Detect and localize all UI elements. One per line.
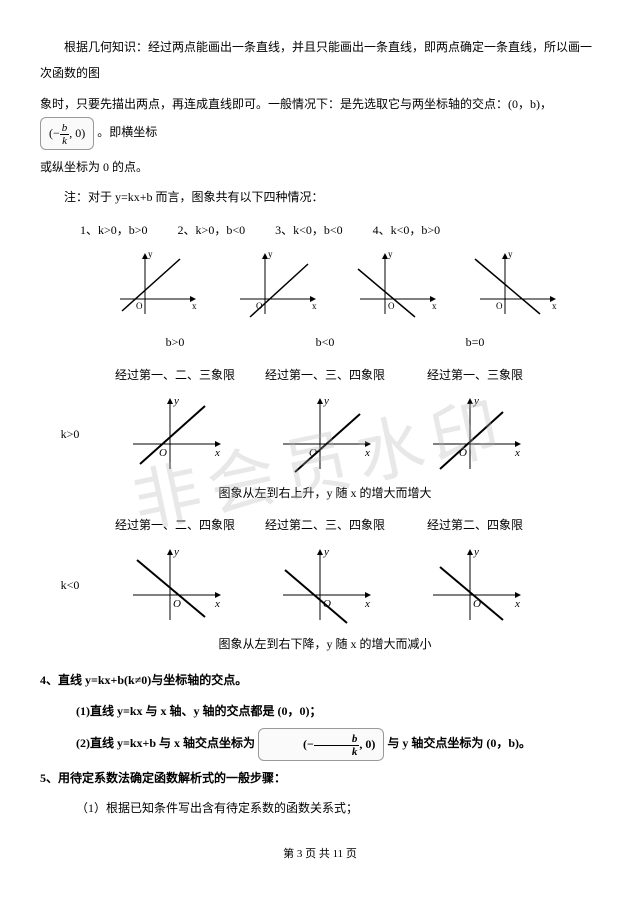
case-3: 3、k<0，b<0: [275, 217, 343, 243]
svg-text:x: x: [514, 598, 520, 610]
sec4-item2a: (2)直线 y=kx+b 与 x 轴交点坐标为: [76, 736, 255, 750]
svg-text:x: x: [192, 301, 197, 311]
svg-text:y: y: [323, 395, 329, 407]
den2: k: [314, 746, 360, 758]
graph-case-2: yxO: [230, 249, 320, 319]
num: b: [60, 122, 70, 135]
svg-text:x: x: [214, 447, 220, 459]
sec5-item1: （1）根据已知条件写出含有待定系数的函数关系式；: [40, 795, 600, 821]
p2a: 象时，只要先描出两点，再连成直线即可。一般情况下：是先选取它与两坐标轴的交点：(…: [40, 97, 552, 111]
svg-text:O: O: [388, 301, 395, 311]
paragraph-3: 或纵坐标为 0 的点。: [40, 154, 600, 180]
col-b-zero: b=0: [466, 329, 485, 355]
formula-intercept-1: (−bk, 0): [40, 117, 94, 150]
desc-r1c1: 经过第一、二、三象限: [115, 362, 235, 388]
svg-text:y: y: [323, 546, 329, 558]
col-b-neg: b<0: [316, 329, 335, 355]
paragraph-1: 根据几何知识：经过两点能画出一条直线，并且只能画出一条直线，即两点确定一条直线，…: [40, 34, 600, 87]
svg-text:y: y: [473, 546, 479, 558]
svg-text:O: O: [173, 598, 181, 610]
quadrant-table: b>0 b<0 b=0 经过第一、二、三象限 经过第一、三、四象限 经过第一、三…: [40, 329, 600, 657]
row2-summary: 图象从左到右下降，y 随 x 的增大而减小: [218, 631, 431, 657]
svg-text:x: x: [214, 598, 220, 610]
num2: b: [314, 733, 360, 746]
desc-r2c1: 经过第一、二、四象限: [115, 512, 235, 538]
svg-text:y: y: [173, 546, 179, 558]
svg-text:y: y: [473, 395, 479, 407]
case-list: 1、k>0，b>0 2、k>0，b<0 3、k<0，b<0 4、k<0，b>0: [80, 217, 600, 243]
desc-r1c3: 经过第一、三象限: [427, 362, 523, 388]
graph-r1c1: y x O: [125, 394, 225, 474]
den: k: [60, 135, 70, 147]
formula-intercept-2: (−bk, 0): [258, 728, 384, 761]
row-k-neg: k<0: [61, 572, 80, 598]
svg-text:y: y: [148, 249, 153, 259]
col-b-pos: b>0: [166, 329, 185, 355]
desc-r2c3: 经过第二、四象限: [427, 512, 523, 538]
svg-text:O: O: [496, 301, 503, 311]
svg-text:y: y: [388, 249, 393, 259]
graph-r2c3: yxO: [425, 545, 525, 625]
sec4-item2b: 与 y 轴交点坐标为 (0，b)。: [387, 736, 531, 750]
graph-r1c2: yxO: [275, 394, 375, 474]
graph-r1c3: yxO: [425, 394, 525, 474]
case-4: 4、k<0，b>0: [373, 217, 441, 243]
graph-case-1: y x O: [110, 249, 200, 319]
case-1: 1、k>0，b>0: [80, 217, 148, 243]
neg: −: [53, 126, 60, 140]
note-line: 注：对于 y=kx+b 而言，图象共有以下四种情况：: [40, 184, 600, 210]
svg-text:x: x: [364, 598, 370, 610]
p2b: 。即横坐标: [97, 125, 157, 139]
top-graphs: y x O y x O y x O y x O: [110, 249, 600, 319]
graph-case-3: y x O: [350, 249, 440, 319]
svg-text:O: O: [136, 301, 143, 311]
svg-text:O: O: [159, 447, 167, 459]
desc-r1c2: 经过第一、三、四象限: [265, 362, 385, 388]
svg-text:y: y: [268, 249, 273, 259]
sec4-item2: (2)直线 y=kx+b 与 x 轴交点坐标为 (−bk, 0) 与 y 轴交点…: [40, 728, 600, 761]
svg-text:y: y: [508, 249, 513, 259]
graph-r2c1: y x O: [125, 545, 225, 625]
graph-case-4: y x O: [470, 249, 560, 319]
graph-r2c2: yxO: [275, 545, 375, 625]
svg-text:x: x: [432, 301, 437, 311]
frac: bk: [60, 122, 70, 147]
svg-text:x: x: [364, 447, 370, 459]
row1-summary: 图象从左到右上升，y 随 x 的增大而增大: [218, 480, 431, 506]
frac2: bk: [314, 733, 360, 758]
sec5-title: 5、用待定系数法确定函数解析式的一般步骤：: [40, 765, 600, 791]
paren-r: , 0): [69, 126, 85, 140]
svg-text:x: x: [514, 447, 520, 459]
svg-text:y: y: [173, 395, 179, 407]
sec4-item1: (1)直线 y=kx 与 x 轴、y 轴的交点都是 (0，0)；: [40, 698, 600, 724]
case-2: 2、k>0，b<0: [178, 217, 246, 243]
page-footer: 第 3 页 共 11 页: [40, 842, 600, 866]
svg-text:x: x: [552, 301, 557, 311]
row-k-pos: k>0: [61, 421, 80, 447]
paren-r2: , 0): [359, 737, 375, 751]
neg2: −: [307, 737, 314, 751]
svg-text:x: x: [312, 301, 317, 311]
paragraph-2: 象时，只要先描出两点，再连成直线即可。一般情况下：是先选取它与两坐标轴的交点：(…: [40, 91, 600, 150]
desc-r2c2: 经过第二、三、四象限: [265, 512, 385, 538]
sec4-title: 4、直线 y=kx+b(k≠0)与坐标轴的交点。: [40, 667, 600, 693]
